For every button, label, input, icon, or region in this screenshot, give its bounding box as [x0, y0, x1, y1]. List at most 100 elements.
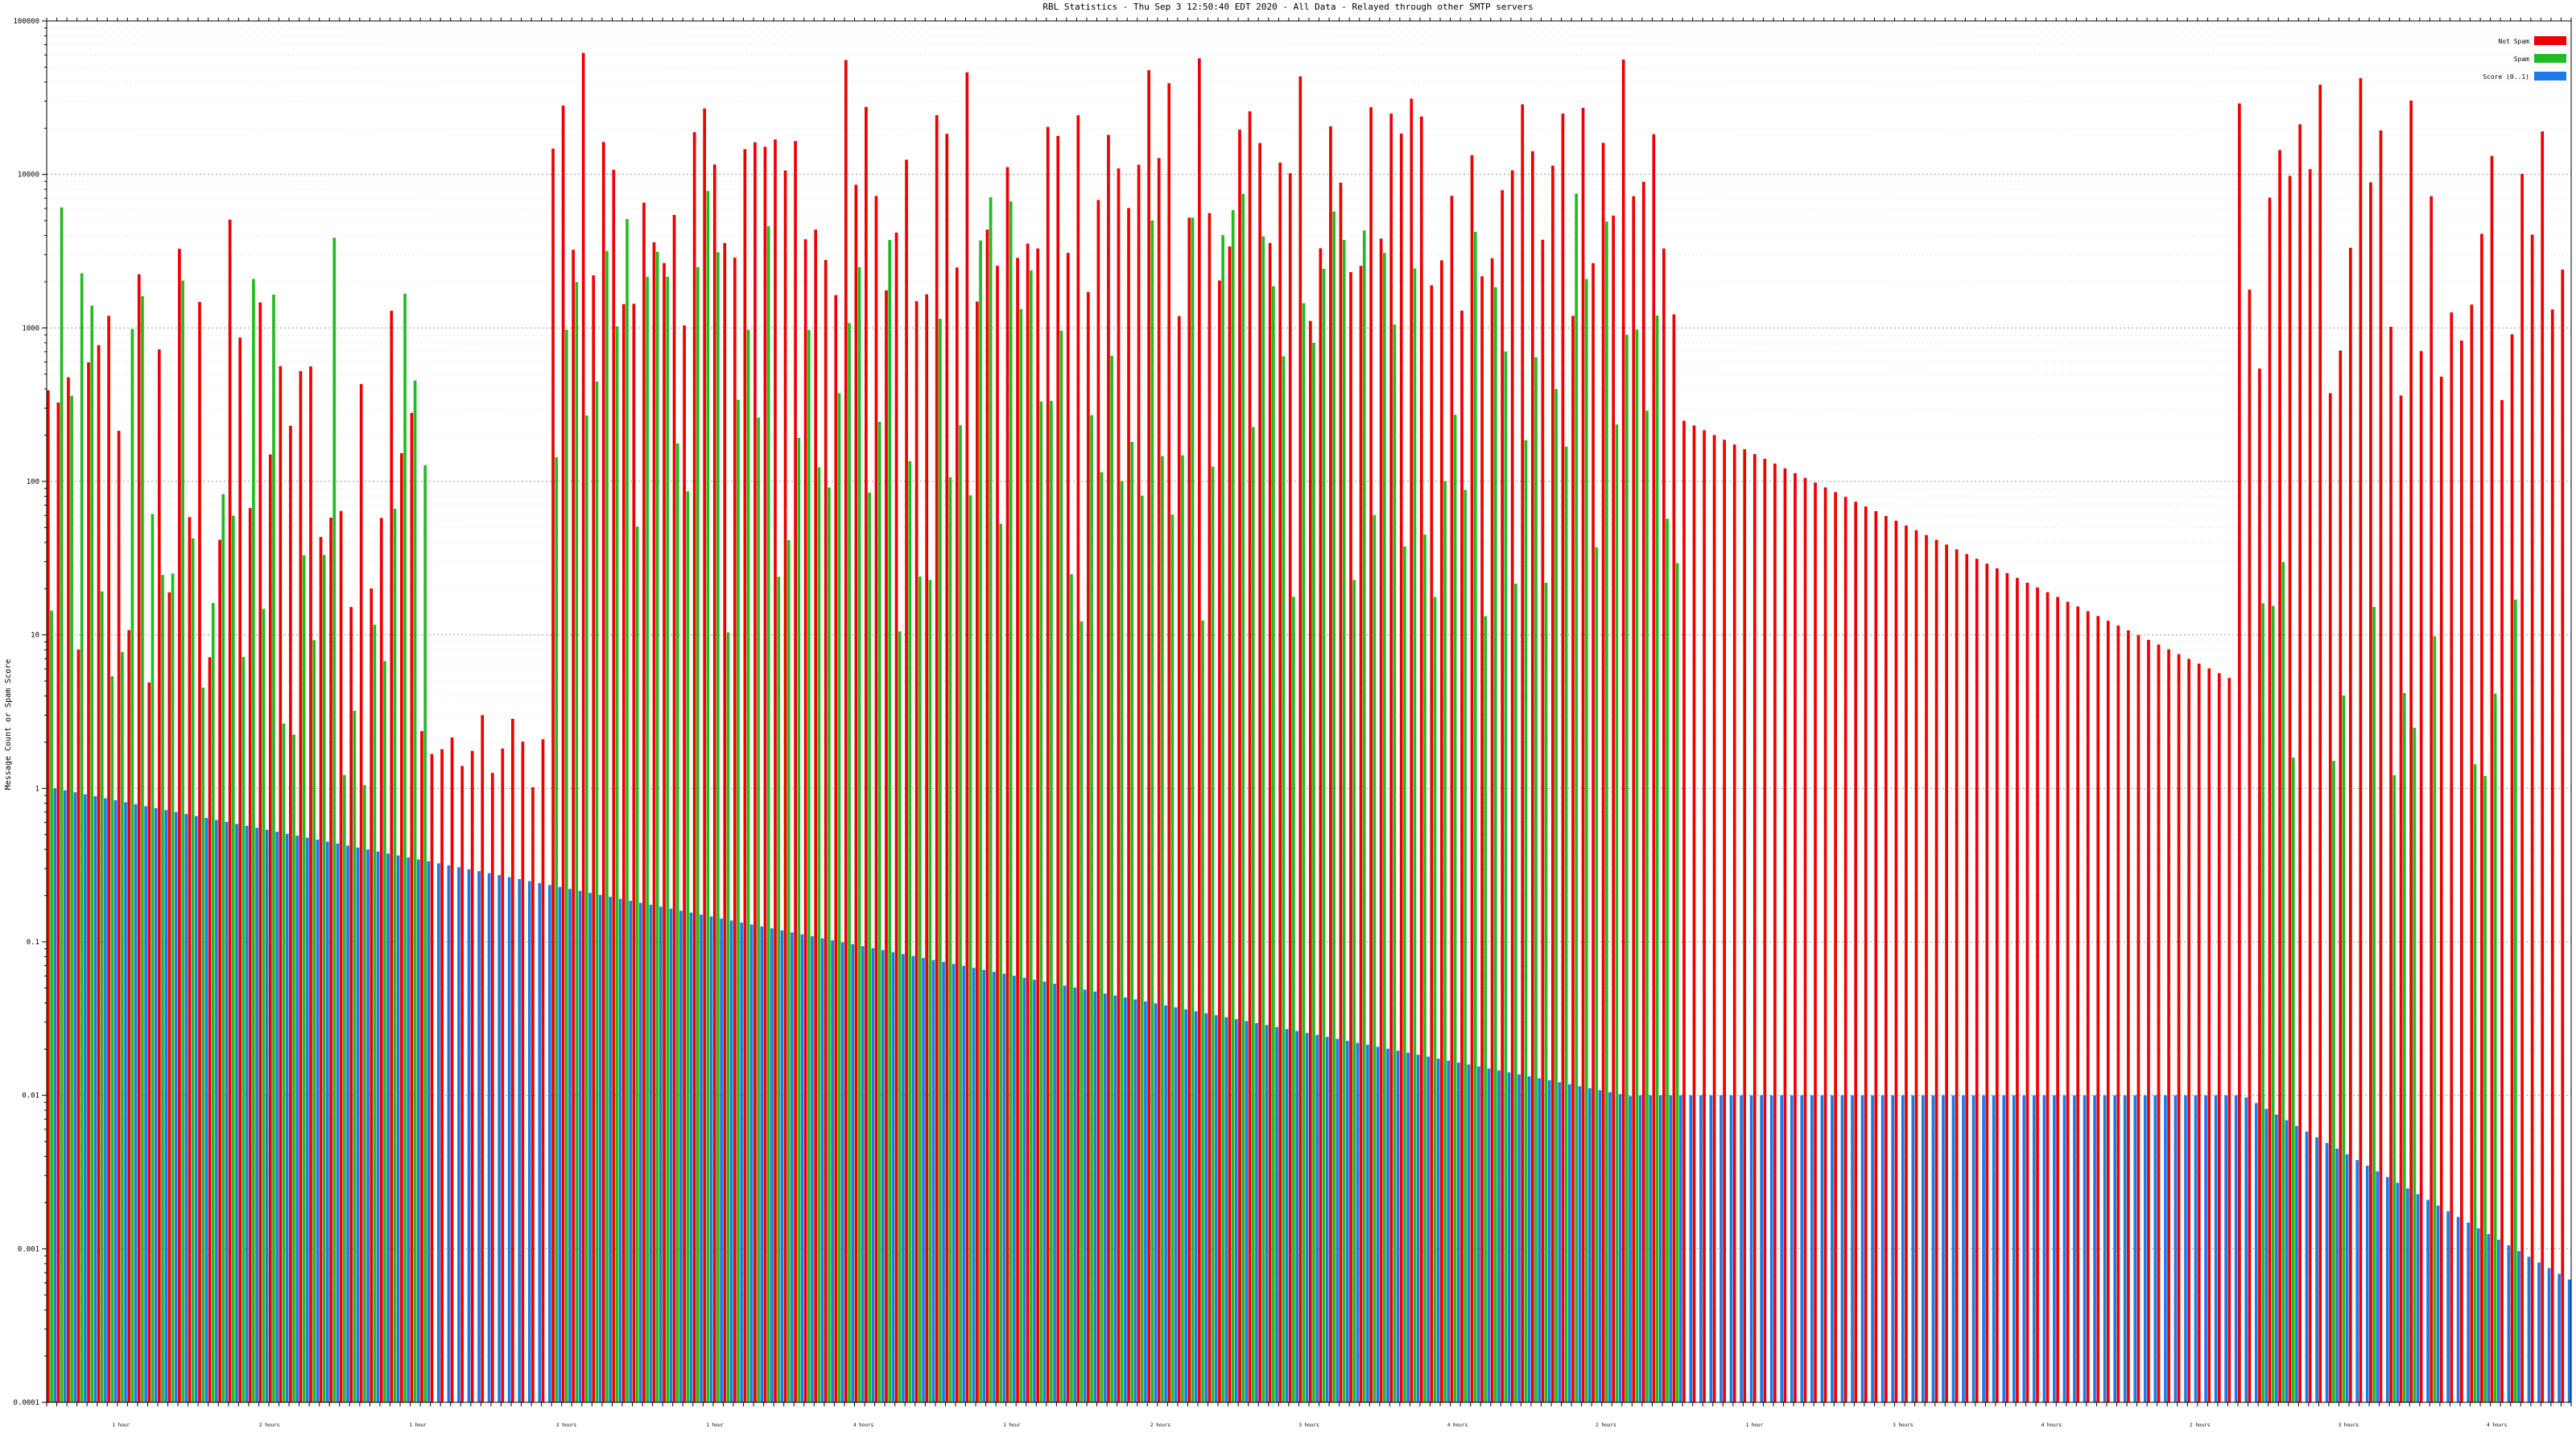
spam-bar — [888, 240, 892, 1403]
spam-bar — [939, 318, 942, 1402]
spam-bar — [2281, 562, 2285, 1402]
score-bar — [2335, 1148, 2339, 1402]
score-bar — [235, 824, 238, 1402]
score-bar — [73, 792, 77, 1402]
spam-bar — [363, 785, 366, 1402]
not-spam-bar — [1430, 285, 1434, 1402]
spam-bar — [2483, 776, 2487, 1402]
spam-bar — [898, 631, 902, 1402]
score-bar — [548, 885, 551, 1402]
spam-bar — [70, 395, 73, 1402]
not-spam-bar — [572, 250, 575, 1402]
not-spam-bar — [1490, 258, 1494, 1402]
not-spam-bar — [2086, 611, 2090, 1402]
score-bar — [2446, 1211, 2450, 1402]
spam-bar — [1584, 279, 1588, 1402]
y-tick-label: 0.001 — [18, 1245, 39, 1253]
not-spam-bar — [1814, 482, 1817, 1402]
not-spam-bar — [632, 303, 636, 1402]
not-spam-bar — [2470, 304, 2474, 1403]
y-tick-label: 100000 — [13, 18, 39, 26]
spam-bar — [726, 632, 730, 1402]
spam-bar — [413, 380, 417, 1403]
spam-bar — [1161, 456, 1164, 1402]
y-tick-label: 100 — [27, 478, 39, 486]
spam-bar — [1332, 211, 1335, 1403]
score-bar — [2204, 1095, 2207, 1402]
spam-bar — [746, 329, 750, 1402]
not-spam-bar — [1541, 239, 1545, 1402]
spam-bar — [1170, 514, 1174, 1402]
not-spam-bar — [137, 274, 141, 1403]
score-bar — [861, 946, 865, 1402]
not-spam-bar — [1107, 134, 1110, 1402]
spam-bar — [353, 711, 357, 1402]
not-spam-bar — [894, 232, 898, 1402]
not-spam-bar — [996, 266, 999, 1403]
not-spam-bar — [2399, 395, 2403, 1403]
spam-bar — [1433, 597, 1437, 1402]
not-spam-bar — [1450, 196, 1454, 1403]
score-bar — [1144, 1001, 1147, 1402]
x-group-label: 2 hours — [1596, 1422, 1616, 1428]
spam-bar — [1373, 514, 1377, 1402]
not-spam-bar — [652, 242, 656, 1402]
not-spam-bar — [1501, 190, 1505, 1403]
not-spam-bar — [410, 412, 414, 1402]
spam-bar — [1675, 563, 1679, 1402]
score-bar — [1194, 1011, 1198, 1402]
not-spam-bar — [2066, 601, 2070, 1402]
not-spam-bar — [1419, 116, 1423, 1402]
not-spam-bar — [824, 260, 828, 1402]
not-spam-bar — [2096, 616, 2100, 1402]
not-spam-bar — [905, 159, 908, 1402]
score-bar — [780, 930, 784, 1402]
score-bar — [2285, 1120, 2289, 1402]
score-bar — [700, 914, 703, 1402]
not-spam-bar — [87, 362, 90, 1402]
not-spam-bar — [67, 377, 70, 1403]
spam-bar — [635, 526, 639, 1403]
not-spam-bar — [885, 290, 888, 1403]
not-spam-bar — [511, 718, 514, 1402]
not-spam-bar — [2046, 592, 2050, 1402]
not-spam-bar — [2389, 327, 2392, 1402]
spam-bar — [393, 509, 397, 1402]
not-spam-bar — [2187, 658, 2191, 1402]
spam-bar — [575, 282, 579, 1403]
score-bar — [922, 958, 925, 1402]
not-spam-bar — [1985, 564, 1989, 1402]
not-spam-bar — [683, 325, 686, 1402]
not-spam-bar — [127, 630, 131, 1402]
spam-bar — [877, 421, 881, 1402]
score-bar — [53, 788, 57, 1402]
not-spam-bar — [1076, 115, 1080, 1402]
spam-bar — [555, 457, 559, 1402]
spam-bar — [1312, 342, 1315, 1402]
score-bar — [83, 794, 87, 1402]
spam-bar — [655, 251, 659, 1403]
score-bar — [2507, 1245, 2511, 1402]
not-spam-bar — [622, 303, 625, 1402]
score-bar — [1053, 983, 1056, 1402]
score-bar — [518, 879, 522, 1402]
spam-bar — [1484, 616, 1488, 1402]
not-spam-bar — [390, 311, 394, 1402]
score-bar — [629, 901, 633, 1402]
spam-bar — [1201, 620, 1204, 1402]
score-bar — [184, 814, 188, 1402]
spam-bar — [373, 625, 377, 1402]
not-spam-bar — [1198, 58, 1201, 1403]
score-bar — [174, 811, 178, 1402]
score-bar — [1538, 1078, 1542, 1402]
spam-bar — [1342, 240, 1346, 1403]
not-spam-bar — [339, 510, 343, 1402]
not-spam-bar — [935, 115, 939, 1403]
not-spam-bar — [1268, 242, 1272, 1402]
score-bar — [1042, 981, 1046, 1402]
not-spam-bar — [1278, 162, 1282, 1403]
spam-bar — [1150, 220, 1154, 1403]
not-spam-bar — [1399, 133, 1403, 1403]
score-bar — [2224, 1095, 2227, 1402]
score-bar — [760, 926, 764, 1402]
